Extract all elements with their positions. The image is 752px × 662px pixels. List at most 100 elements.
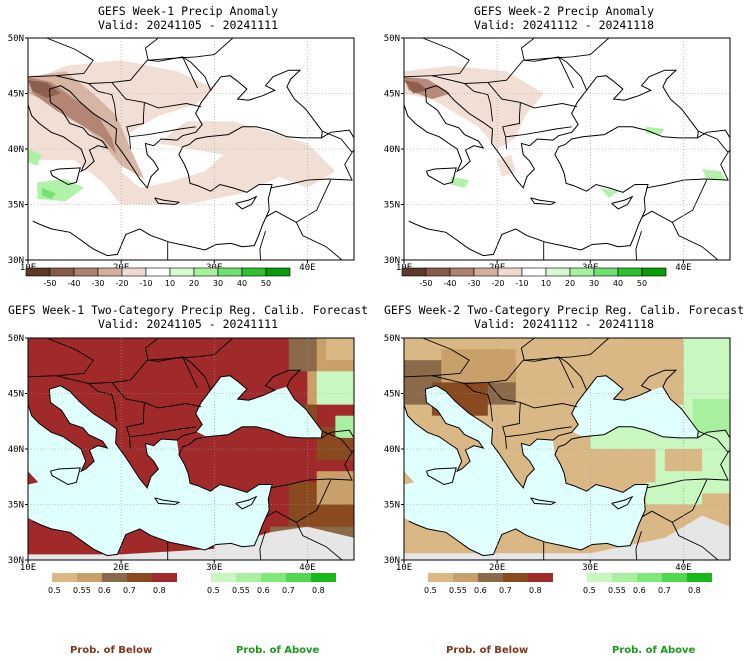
coastline	[49, 167, 81, 186]
prob-colorbar-swatch	[528, 573, 553, 582]
colorbar-swatch	[169, 267, 195, 277]
probability-cell	[326, 338, 354, 361]
coastline	[28, 442, 29, 448]
prob-colorbar-swatch	[428, 573, 453, 582]
panel2-title-text: GEFS Week-2 Precip Anomaly	[473, 4, 654, 18]
colorbar-label: 30	[213, 279, 223, 288]
country-border	[558, 56, 588, 91]
panel1-title: GEFS Week-1 Precip Anomaly Valid: 202411…	[0, 4, 376, 32]
colorbar-swatch	[641, 267, 667, 277]
colorbar-swatch	[193, 267, 219, 277]
country-border	[182, 56, 212, 91]
coastline	[404, 89, 485, 173]
map-content	[404, 338, 730, 560]
country-border	[646, 430, 729, 489]
coastline	[404, 142, 405, 148]
prob-colorbar-swatch	[662, 573, 687, 582]
colorbar-label: 10	[165, 279, 175, 288]
map-content	[404, 38, 730, 260]
prob-colorbar-label: 0.6	[633, 586, 646, 595]
panel2-title: GEFS Week-2 Precip Anomaly Valid: 202411…	[376, 4, 752, 32]
prob-below-label-2: Prob. of Below	[446, 645, 529, 656]
anomaly-area	[28, 149, 42, 166]
no-data-area	[28, 526, 354, 560]
panel2-valid-text: Valid: 20241112 - 20241118	[473, 18, 654, 32]
country-border	[270, 430, 353, 489]
prob-colorbar-label: 0.7	[282, 586, 295, 595]
country-border	[126, 402, 196, 438]
colorbar-swatch	[217, 267, 243, 277]
coastline	[235, 495, 258, 510]
colorbar-swatch	[265, 267, 291, 277]
prob-colorbar-swatch	[102, 573, 127, 582]
colorbar-label: 50	[261, 279, 271, 288]
colorbar-label: -30	[467, 279, 480, 288]
colorbar-swatch	[569, 267, 595, 277]
coastline	[425, 167, 457, 186]
coastline	[611, 495, 634, 510]
probability-cell	[683, 338, 730, 405]
lat-tick-label: 50N	[8, 34, 24, 44]
prob-colorbar-label: 0.8	[688, 586, 701, 595]
prob-colorbar-label: 0.6	[474, 586, 487, 595]
probability-cell	[316, 371, 354, 405]
lon-tick-label: 10E	[396, 563, 412, 573]
prob-colorbar-label: 0.5	[207, 586, 220, 595]
sea-area	[404, 385, 648, 556]
country-border	[558, 356, 588, 391]
prob-colorbar-label: 0.55	[73, 586, 91, 595]
country-border	[487, 382, 578, 409]
panel3-title-text: GEFS Week-1 Two-Category Precip Reg. Cal…	[7, 303, 369, 317]
prob-colorbar-swatch	[311, 573, 336, 582]
panel1-title-text: GEFS Week-1 Precip Anomaly	[97, 4, 278, 18]
lat-tick-label: 50N	[384, 334, 400, 344]
prob-colorbar-label: 0.8	[529, 586, 542, 595]
coastline	[235, 195, 258, 210]
sea-area	[195, 375, 323, 438]
probability-cell	[664, 449, 703, 472]
prob-colorbar-label: 0.7	[499, 586, 512, 595]
anomaly-area	[28, 60, 336, 205]
country-border	[505, 136, 507, 150]
colorbar-label: -50	[419, 279, 432, 288]
no-data-area	[404, 515, 730, 560]
lat-tick-label: 45N	[8, 90, 24, 100]
colorbar-swatch	[145, 267, 171, 277]
prob-colorbar-swatch	[236, 573, 261, 582]
country-border	[296, 479, 332, 523]
country-border	[129, 136, 131, 150]
lat-tick-label: 50N	[384, 34, 400, 44]
prob-colorbar-label: 0.55	[232, 586, 250, 595]
lat-tick-label: 30N	[8, 256, 24, 266]
prob-colorbar-label: 0.5	[583, 586, 596, 595]
lat-tick-label: 40N	[384, 145, 400, 155]
coastline	[404, 389, 485, 473]
prob-colorbar-swatch	[77, 573, 102, 582]
prob-colorbar-swatch	[587, 573, 612, 582]
prob-colorbar-swatch	[612, 573, 637, 582]
country-border	[404, 38, 470, 78]
colorbar-swatch	[25, 267, 51, 277]
anomaly-area	[702, 169, 726, 181]
coastline	[28, 389, 109, 473]
lon-tick-label: 40E	[299, 563, 315, 573]
panel4-title-text: GEFS Week-2 Two-Category Precip Reg. Cal…	[383, 303, 745, 317]
prob-colorbar-swatch	[211, 573, 236, 582]
prob-colorbar-swatch	[52, 573, 77, 582]
lon-tick-label: 30E	[582, 563, 598, 573]
colorbar-swatch	[401, 267, 427, 277]
panel4-title: GEFS Week-2 Two-Category Precip Reg. Cal…	[376, 303, 752, 331]
lat-tick-label: 40N	[8, 145, 24, 155]
panel1-valid-text: Valid: 20241105 - 20241111	[97, 18, 278, 32]
colorbar-label: 50	[637, 279, 647, 288]
sea-area	[571, 375, 699, 438]
prob-colorbar-swatch	[503, 573, 528, 582]
country-border	[28, 338, 94, 378]
country-border	[646, 130, 729, 189]
probability-cell	[335, 415, 354, 438]
lat-tick-label: 40N	[8, 445, 24, 455]
coastline	[321, 429, 354, 439]
lat-tick-label: 45N	[384, 90, 400, 100]
colorbar-swatch	[121, 267, 147, 277]
